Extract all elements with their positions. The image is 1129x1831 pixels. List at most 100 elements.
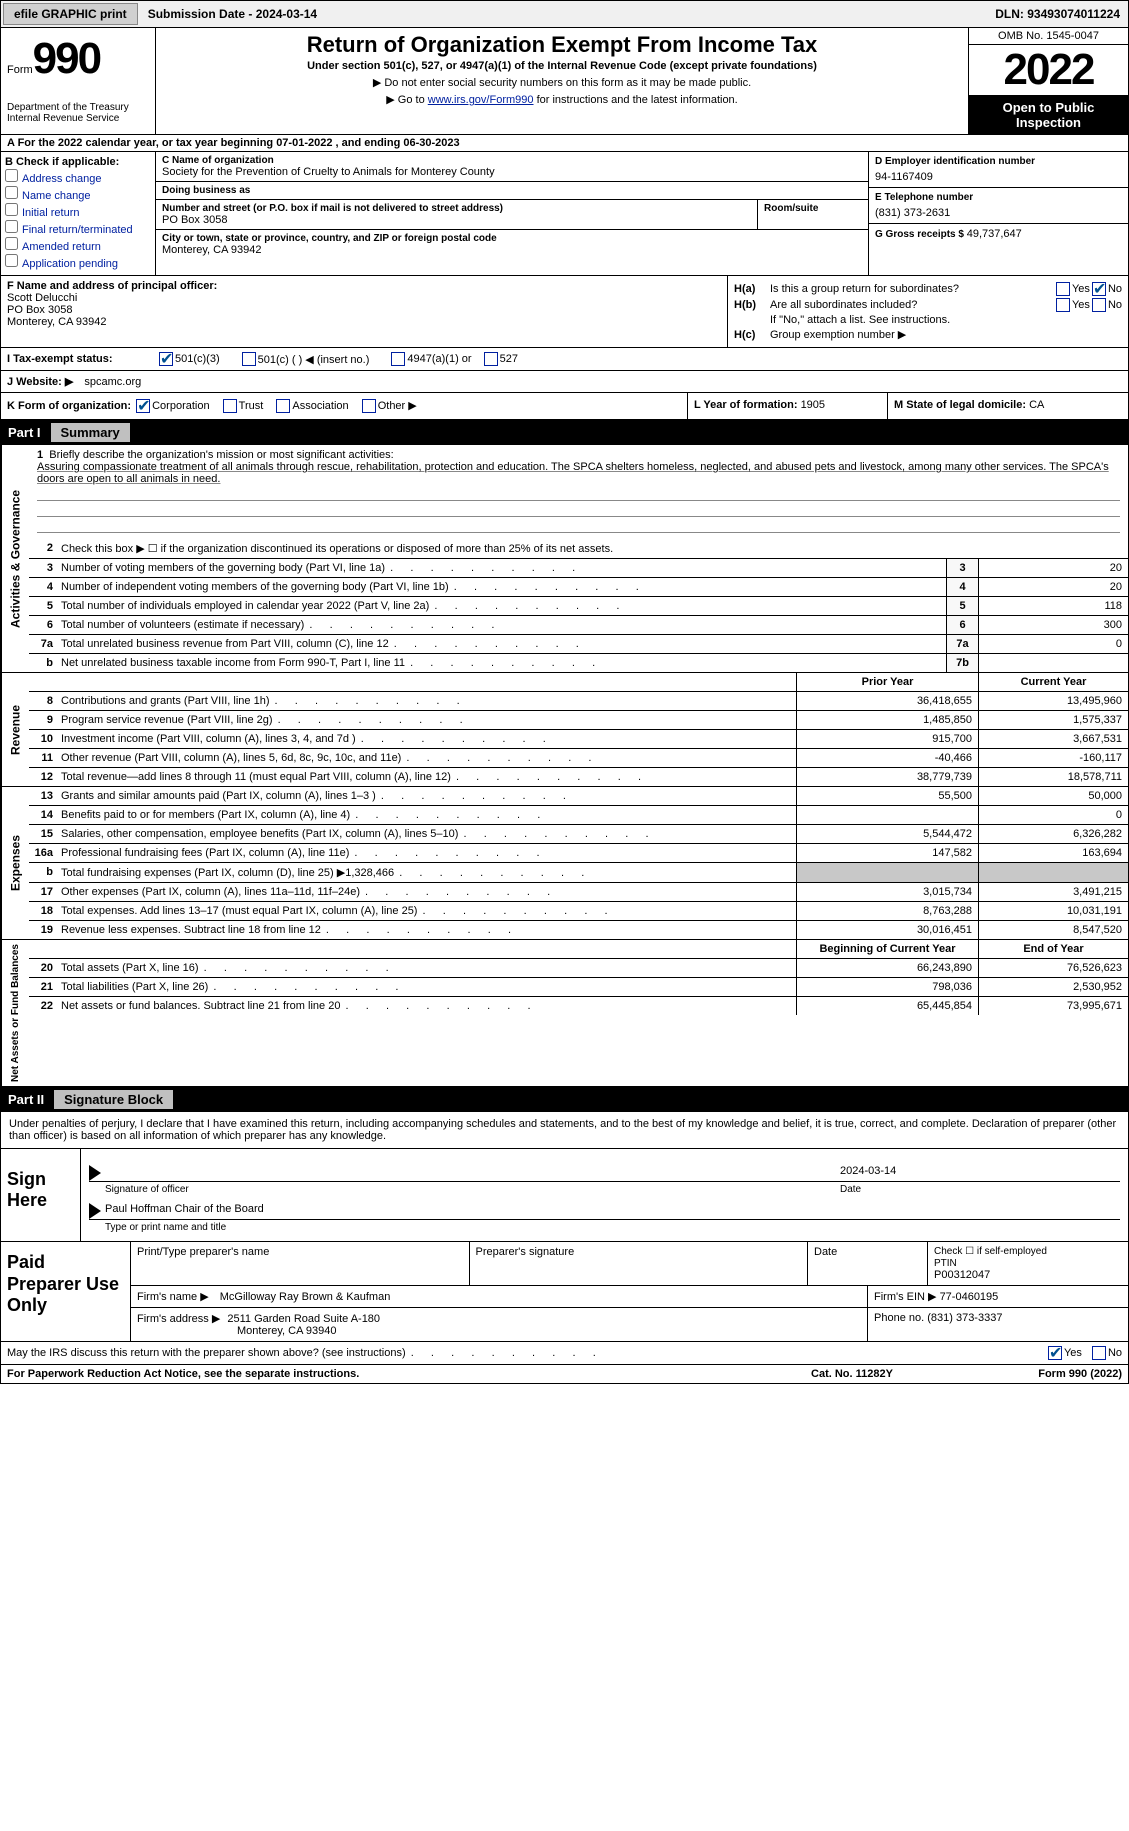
firm-address-block: Firm's address ▶ 2511 Garden Road Suite … bbox=[131, 1308, 868, 1341]
sign-here-section: Sign Here 2024-03-14 Signature of office… bbox=[0, 1149, 1129, 1242]
revenue-headers: Prior Year Current Year bbox=[29, 673, 1128, 692]
street-address: PO Box 3058 bbox=[162, 214, 751, 226]
chk-address-change[interactable]: Address change bbox=[5, 169, 151, 185]
ein: 94-1167409 bbox=[875, 171, 1122, 183]
dba-block: Doing business as bbox=[156, 182, 868, 200]
netassets-headers: Beginning of Current Year End of Year bbox=[29, 940, 1128, 959]
expenses-line-17: 17Other expenses (Part IX, column (A), l… bbox=[29, 883, 1128, 902]
preparer-name-header: Print/Type preparer's name bbox=[131, 1242, 470, 1286]
form-title: Return of Organization Exempt From Incom… bbox=[164, 32, 960, 58]
instructions-note: ▶ Go to www.irs.gov/Form990 for instruct… bbox=[164, 93, 960, 106]
section-j: J Website: ▶ spcamc.org bbox=[0, 371, 1129, 393]
preparer-ptin-block: Check ☐ if self-employed PTINP00312047 bbox=[928, 1242, 1128, 1286]
revenue-line-10: 10Investment income (Part VIII, column (… bbox=[29, 730, 1128, 749]
discuss-no[interactable] bbox=[1092, 1346, 1106, 1360]
website: spcamc.org bbox=[84, 376, 141, 388]
header-left: Form 990 Department of the Treasury Inte… bbox=[1, 28, 156, 134]
section-a-period: A For the 2022 calendar year, or tax yea… bbox=[0, 135, 1129, 152]
section-l: L Year of formation: 1905 bbox=[688, 393, 888, 419]
sign-date: 2024-03-14 bbox=[840, 1165, 1120, 1181]
ha-no[interactable] bbox=[1092, 282, 1106, 296]
netassets-section: Net Assets or Fund Balances Beginning of… bbox=[0, 940, 1129, 1087]
section-f: F Name and address of principal officer:… bbox=[1, 276, 728, 347]
hb-no[interactable] bbox=[1092, 298, 1106, 312]
discuss-row: May the IRS discuss this return with the… bbox=[0, 1342, 1129, 1365]
header-right: OMB No. 1545-0047 2022 Open to Public In… bbox=[968, 28, 1128, 134]
city-block: City or town, state or province, country… bbox=[156, 230, 868, 259]
netassets-line-20: 20Total assets (Part X, line 16)66,243,8… bbox=[29, 959, 1128, 978]
paid-preparer-section: Paid Preparer Use Only Print/Type prepar… bbox=[0, 1242, 1129, 1342]
chk-other[interactable] bbox=[362, 399, 376, 413]
section-i: I Tax-exempt status: 501(c)(3) 501(c) ( … bbox=[0, 348, 1129, 371]
city-state-zip: Monterey, CA 93942 bbox=[162, 244, 862, 256]
ssn-note: ▶ Do not enter social security numbers o… bbox=[164, 76, 960, 89]
chk-final-return[interactable]: Final return/terminated bbox=[5, 220, 151, 236]
revenue-line-8: 8Contributions and grants (Part VIII, li… bbox=[29, 692, 1128, 711]
chk-4947[interactable] bbox=[391, 352, 405, 366]
chk-association[interactable] bbox=[276, 399, 290, 413]
expenses-line-18: 18Total expenses. Add lines 13–17 (must … bbox=[29, 902, 1128, 921]
firm-name-block: Firm's name ▶ McGilloway Ray Brown & Kau… bbox=[131, 1286, 868, 1308]
side-activities: Activities & Governance bbox=[1, 445, 29, 672]
netassets-line-21: 21Total liabilities (Part X, line 26)798… bbox=[29, 978, 1128, 997]
ein-block: D Employer identification number 94-1167… bbox=[869, 152, 1128, 188]
officer-name: Scott Delucchi bbox=[7, 292, 721, 304]
phone: (831) 373-2631 bbox=[875, 207, 1122, 219]
chk-501c[interactable] bbox=[242, 352, 256, 366]
hb-yes[interactable] bbox=[1056, 298, 1070, 312]
chk-527[interactable] bbox=[484, 352, 498, 366]
line-6: 6 Total number of volunteers (estimate i… bbox=[29, 616, 1128, 635]
section-k: K Form of organization: Corporation Trus… bbox=[1, 393, 688, 419]
perjury-statement: Under penalties of perjury, I declare th… bbox=[0, 1112, 1129, 1149]
section-c: C Name of organization Society for the P… bbox=[156, 152, 868, 275]
form-subtitle: Under section 501(c), 527, or 4947(a)(1)… bbox=[164, 60, 960, 72]
irs-label: Internal Revenue Service bbox=[7, 113, 149, 124]
officer-addr2: Monterey, CA 93942 bbox=[7, 316, 721, 328]
expenses-line-14: 14Benefits paid to or for members (Part … bbox=[29, 806, 1128, 825]
expenses-section: Expenses 13Grants and similar amounts pa… bbox=[0, 787, 1129, 940]
side-expenses: Expenses bbox=[1, 787, 29, 939]
efile-print-button[interactable]: efile GRAPHIC print bbox=[3, 3, 138, 25]
chk-corporation[interactable] bbox=[136, 399, 150, 413]
paid-preparer-label: Paid Preparer Use Only bbox=[1, 1242, 131, 1341]
expenses-line-b: bTotal fundraising expenses (Part IX, co… bbox=[29, 863, 1128, 883]
section-b-label: B Check if applicable: bbox=[5, 156, 151, 168]
ha-yes[interactable] bbox=[1056, 282, 1070, 296]
expenses-line-13: 13Grants and similar amounts paid (Part … bbox=[29, 787, 1128, 806]
topbar: efile GRAPHIC print Submission Date - 20… bbox=[0, 0, 1129, 28]
revenue-line-11: 11Other revenue (Part VIII, column (A), … bbox=[29, 749, 1128, 768]
preparer-sig-header: Preparer's signature bbox=[470, 1242, 809, 1286]
mission-text: Assuring compassionate treatment of all … bbox=[37, 461, 1109, 485]
revenue-line-9: 9Program service revenue (Part VIII, lin… bbox=[29, 711, 1128, 730]
line-4: 4 Number of independent voting members o… bbox=[29, 578, 1128, 597]
dln: DLN: 93493074011224 bbox=[987, 7, 1128, 21]
omb-number: OMB No. 1545-0047 bbox=[969, 28, 1128, 45]
expenses-line-19: 19Revenue less expenses. Subtract line 1… bbox=[29, 921, 1128, 939]
chk-amended-return[interactable]: Amended return bbox=[5, 237, 151, 253]
street-address-block: Number and street (or P.O. box if mail i… bbox=[156, 200, 758, 230]
gross-receipts: 49,737,647 bbox=[967, 228, 1022, 240]
preparer-date-header: Date bbox=[808, 1242, 928, 1286]
officer-print-name: Paul Hoffman Chair of the Board bbox=[105, 1203, 1120, 1219]
section-d: D Employer identification number 94-1167… bbox=[868, 152, 1128, 275]
section-m: M State of legal domicile: CA bbox=[888, 393, 1128, 419]
chk-application-pending[interactable]: Application pending bbox=[5, 254, 151, 270]
section-fh: F Name and address of principal officer:… bbox=[0, 276, 1129, 348]
chk-trust[interactable] bbox=[223, 399, 237, 413]
section-bcd: B Check if applicable: Address change Na… bbox=[0, 152, 1129, 276]
tax-year: 2022 bbox=[969, 45, 1128, 96]
gross-receipts-block: G Gross receipts $ 49,737,647 bbox=[869, 224, 1128, 244]
form-number: Form 990 bbox=[7, 34, 149, 84]
part2-header: Part II Signature Block bbox=[0, 1087, 1129, 1112]
chk-initial-return[interactable]: Initial return bbox=[5, 203, 151, 219]
form-ref: Form 990 (2022) bbox=[942, 1368, 1122, 1380]
chk-501c3[interactable] bbox=[159, 352, 173, 366]
section-h: H(a) Is this a group return for subordin… bbox=[728, 276, 1128, 347]
instructions-link[interactable]: www.irs.gov/Form990 bbox=[428, 94, 534, 106]
dept-treasury: Department of the Treasury bbox=[7, 102, 149, 113]
chk-name-change[interactable]: Name change bbox=[5, 186, 151, 202]
room-suite-block: Room/suite bbox=[758, 200, 868, 230]
discuss-yes[interactable] bbox=[1048, 1346, 1062, 1360]
line-2: 2 Check this box ▶ ☐ if the organization… bbox=[29, 539, 1128, 559]
form-header: Form 990 Department of the Treasury Inte… bbox=[0, 28, 1129, 135]
